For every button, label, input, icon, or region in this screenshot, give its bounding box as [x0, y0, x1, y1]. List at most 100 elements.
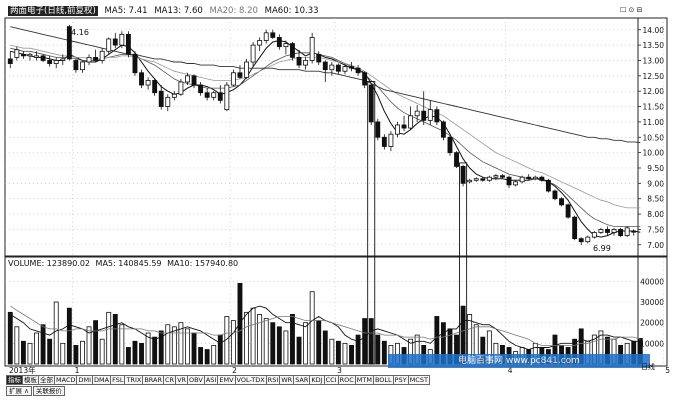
indicator-tab[interactable]: FSL: [111, 375, 126, 385]
candle-body: [303, 60, 309, 66]
indicator-tab[interactable]: ASI: [204, 375, 219, 385]
low-price-annotation: 6.99: [593, 244, 611, 253]
indicator-tab[interactable]: SAR: [294, 375, 311, 385]
candle-body: [572, 216, 578, 240]
candle-body: [532, 176, 538, 180]
candle-body: [309, 37, 315, 61]
volume-bar: [349, 344, 354, 365]
volume-ma5-value: MA5: 140845.59: [95, 259, 162, 268]
indicator-tab[interactable]: MTM: [355, 375, 374, 385]
indicator-tab[interactable]: 模板: [23, 375, 39, 385]
candle-body: [395, 124, 400, 135]
indicator-tab[interactable]: CCI: [324, 375, 339, 385]
price-tick-label: 12.00: [643, 87, 665, 96]
volume-bar: [165, 324, 171, 365]
indicator-tab[interactable]: VOL-TDX: [235, 375, 267, 385]
price-tick-label: 13.50: [643, 41, 665, 50]
indicator-tab[interactable]: MCST: [408, 375, 430, 385]
candle-body: [296, 56, 302, 66]
indicator-tab[interactable]: KDJ: [310, 375, 325, 385]
volume-bar: [178, 322, 184, 365]
candle-body: [86, 56, 92, 63]
candle-body: [119, 33, 125, 46]
volume-bar: [152, 336, 158, 365]
candle-body: [112, 38, 118, 46]
volume-bar: [204, 349, 210, 365]
indicator-tab[interactable]: TRIX: [125, 375, 144, 385]
indicator-tab[interactable]: DMA: [93, 375, 112, 385]
ma5-value: MA5: 7.41: [104, 6, 148, 16]
indicator-tab[interactable]: 全部: [39, 375, 55, 385]
candle-body: [152, 80, 158, 94]
volume-bar: [125, 347, 131, 365]
volume-bar: [171, 326, 177, 365]
candle-body: [185, 75, 190, 83]
indicator-tab[interactable]: BRAR: [143, 375, 164, 385]
volume-bar: [296, 336, 302, 365]
candle-body: [513, 181, 519, 186]
candle-body: [368, 84, 374, 123]
indicator-tab[interactable]: WR: [280, 375, 295, 385]
indicator-tab[interactable]: OBV: [188, 375, 205, 385]
indicator-tab[interactable]: PSY: [393, 375, 409, 385]
candle-body: [125, 33, 131, 55]
indicator-tab[interactable]: DMI: [77, 375, 94, 385]
stock-name-label[interactable]: 两面电子(日线,前复权): [8, 6, 98, 16]
candle-body: [66, 26, 72, 60]
price-tick-label: 7.50: [647, 225, 664, 234]
time-axis-label: 5: [665, 366, 670, 375]
candle-body: [106, 38, 112, 52]
candle-body: [598, 229, 604, 233]
volume-bar: [20, 340, 26, 365]
indicator-tab[interactable]: ROC: [338, 375, 356, 385]
volume-bar: [34, 332, 39, 365]
indicator-tab[interactable]: CR: [164, 375, 177, 385]
indicator-tab[interactable]: RSI: [266, 375, 281, 385]
price-header: 两面电子(日线,前复权) MA5: 7.41 MA13: 7.60 MA20: …: [8, 5, 323, 17]
candle-body: [27, 53, 33, 57]
candle-body: [381, 136, 387, 147]
ma13-value: MA13: 7.60: [154, 6, 203, 16]
candle-body: [559, 198, 564, 206]
candle-body: [493, 175, 499, 178]
indicator-tab[interactable]: VR: [176, 375, 189, 385]
volume-bar: [119, 324, 125, 365]
volume-bar: [322, 330, 328, 365]
candle-body: [244, 61, 249, 78]
candle-body: [401, 124, 407, 129]
indicator-tab[interactable]: MACD: [55, 375, 78, 385]
candle-body: [198, 84, 204, 94]
bottom-tabs: 扩展 ∧ 关联报价: [6, 386, 66, 396]
volume-bar: [368, 318, 374, 365]
candle-body: [624, 227, 630, 236]
window-controls[interactable]: ☐ ⊙ ⊟: [620, 6, 643, 14]
price-tick-label: 9.00: [647, 179, 664, 188]
candle-body: [40, 55, 46, 61]
period-label[interactable]: 日线: [641, 363, 655, 371]
related-quotes-tab[interactable]: 关联报价: [32, 386, 65, 396]
volume-bar: [27, 342, 33, 365]
price-tick-label: 9.50: [647, 164, 664, 173]
volume-panel-frame: [4, 256, 668, 367]
watermark: 电脑百事网 www.pc841.com: [388, 354, 650, 368]
price-tick-label: 8.50: [647, 195, 664, 204]
indicator-tab[interactable]: BOLL: [373, 375, 394, 385]
candle-body: [440, 121, 446, 138]
time-axis-label: 3: [337, 366, 342, 375]
candle-body: [158, 90, 164, 107]
volume-tick-label: 20000: [640, 319, 664, 328]
volume-bar: [362, 318, 368, 365]
volume-bar: [99, 338, 105, 365]
candle-body: [145, 80, 151, 86]
candle-body: [257, 40, 263, 46]
candle-body: [500, 175, 505, 178]
volume-bar: [276, 326, 282, 365]
indicator-tab[interactable]: 指标: [6, 375, 23, 385]
indicator-tab[interactable]: EMV: [218, 375, 236, 385]
candle-body: [270, 32, 276, 38]
volume-bar: [283, 330, 289, 365]
volume-bar: [7, 311, 13, 365]
expand-tab[interactable]: 扩展 ∧: [6, 386, 32, 396]
candle-body: [132, 53, 138, 74]
